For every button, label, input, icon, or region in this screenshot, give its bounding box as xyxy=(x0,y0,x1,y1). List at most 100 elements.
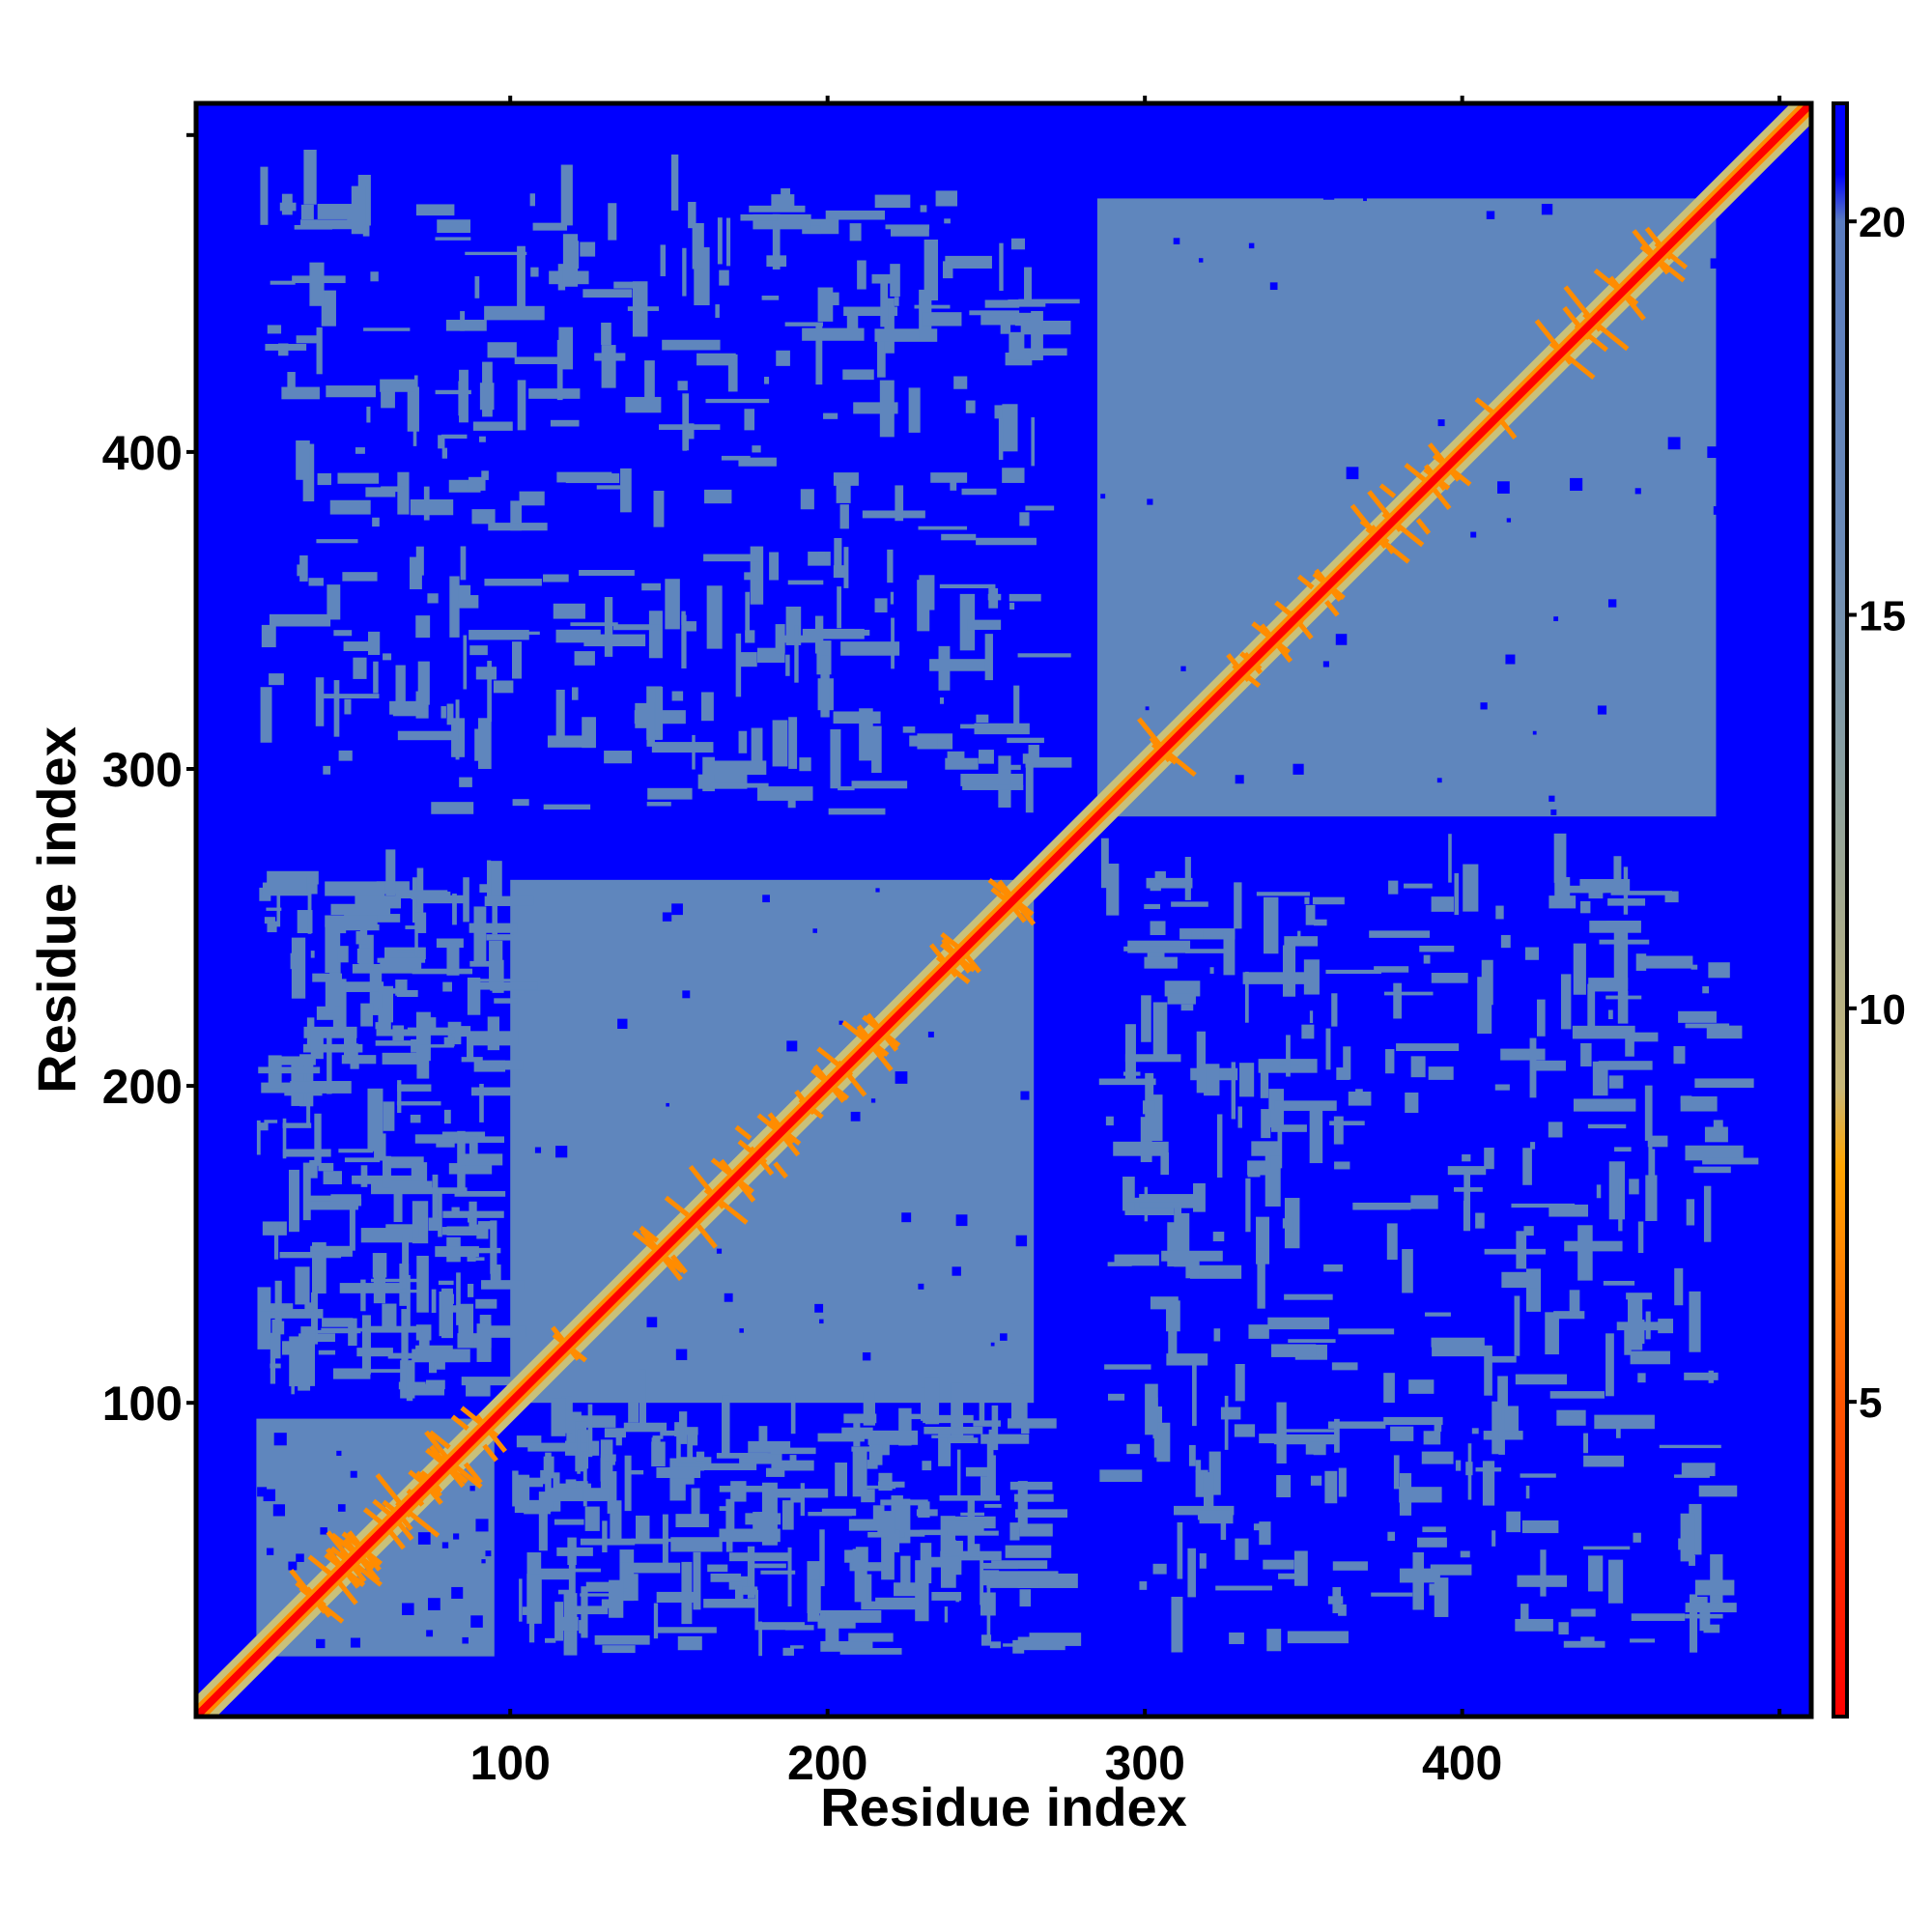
heatmap-cell xyxy=(1383,1416,1443,1426)
contact-streak xyxy=(1296,574,1315,590)
heatmap-cell xyxy=(1541,204,1553,215)
heatmap-cell xyxy=(644,360,655,399)
heatmap-cell xyxy=(442,981,452,992)
heatmap-cell xyxy=(512,799,529,807)
heatmap-cell xyxy=(551,1488,610,1502)
heatmap-cell xyxy=(1523,1226,1534,1236)
heatmap-cell xyxy=(456,1272,461,1325)
heatmap-cell xyxy=(764,377,770,384)
heatmap-cell xyxy=(490,1264,501,1286)
heatmap-cell xyxy=(1144,956,1178,969)
heatmap-cell xyxy=(973,1420,1001,1427)
heatmap-cell xyxy=(1536,999,1546,1037)
heatmap-cell xyxy=(1506,1511,1521,1533)
heatmap-cell xyxy=(1644,1085,1653,1141)
heatmap-cell xyxy=(951,1382,964,1439)
heatmap-cell xyxy=(950,1540,963,1556)
heatmap-cell xyxy=(427,593,439,604)
heatmap-cell xyxy=(646,1317,658,1328)
heatmap-cell xyxy=(446,703,454,725)
heatmap-cell xyxy=(584,1506,600,1531)
heatmap-cell xyxy=(819,1319,824,1324)
heatmap-cell xyxy=(270,1332,276,1384)
heatmap-cell xyxy=(1488,1355,1517,1363)
heatmap-cell xyxy=(1694,1579,1735,1596)
heatmap-cell xyxy=(402,1603,414,1615)
heatmap-cell xyxy=(426,1630,434,1637)
heatmap-cell xyxy=(980,1634,992,1646)
heatmap-cell xyxy=(754,1589,759,1631)
heatmap-cell xyxy=(817,1433,865,1442)
heatmap-cell xyxy=(431,1289,437,1313)
heatmap-cell xyxy=(901,1212,912,1223)
heatmap-cell xyxy=(1287,1631,1349,1644)
heatmap-cell xyxy=(383,1101,395,1131)
heatmap-cell xyxy=(703,554,762,562)
heatmap-cell xyxy=(1009,593,1041,602)
heatmap-cell xyxy=(1371,1592,1413,1597)
heatmap-cell xyxy=(288,1169,299,1233)
heatmap-cell xyxy=(820,1640,873,1652)
heatmap-cell xyxy=(602,1645,636,1654)
heatmap-cell xyxy=(580,1538,636,1546)
heatmap-cell xyxy=(317,472,332,486)
heatmap-cell xyxy=(322,1318,354,1327)
heatmap-cell xyxy=(1025,762,1034,813)
heatmap-cell xyxy=(872,1505,885,1520)
heatmap-cell xyxy=(1125,1197,1184,1203)
heatmap-cell xyxy=(776,350,790,366)
heatmap-cell xyxy=(1013,685,1020,729)
heatmap-cell xyxy=(383,653,392,661)
heatmap-cell xyxy=(1471,1428,1479,1435)
heatmap-cell xyxy=(281,193,293,215)
heatmap-cell xyxy=(446,943,460,976)
heatmap-cell xyxy=(1594,1414,1655,1430)
heatmap-cell xyxy=(481,1280,525,1290)
heatmap-cell xyxy=(316,1638,326,1649)
colorbar-tick-label: 15 xyxy=(1859,593,1906,640)
x-tick-label: 400 xyxy=(1422,1736,1502,1790)
heatmap-cell xyxy=(316,1329,361,1334)
heatmap-cell xyxy=(1553,616,1559,622)
heatmap-cell xyxy=(1017,1636,1065,1651)
heatmap-cell xyxy=(1658,1319,1674,1334)
heatmap-cell xyxy=(974,723,1030,735)
heatmap-cell xyxy=(441,1227,469,1236)
heatmap-cell xyxy=(608,203,617,241)
heatmap-cell xyxy=(1008,1418,1057,1429)
heatmap-cell xyxy=(532,222,568,231)
heatmap-cell xyxy=(269,613,331,627)
heatmap-cell xyxy=(385,849,396,896)
heatmap-cell xyxy=(317,204,357,219)
heatmap-cell xyxy=(815,325,823,385)
heatmap-cell xyxy=(922,312,962,327)
heatmap-cell xyxy=(477,1247,501,1254)
heatmap-cell xyxy=(1569,1290,1580,1313)
heatmap-cell xyxy=(469,960,501,967)
heatmap-cell xyxy=(1234,1424,1256,1437)
heatmap-cell xyxy=(1338,1328,1395,1335)
heatmap-cell xyxy=(1286,1035,1291,1077)
heatmap-cell xyxy=(988,1429,994,1462)
heatmap-cell xyxy=(670,154,679,211)
heatmap-cell xyxy=(1399,1568,1440,1583)
heatmap-cell xyxy=(994,405,1003,419)
heatmap-cell xyxy=(707,1564,728,1573)
heatmap-cell xyxy=(1597,705,1607,715)
heatmap-cell xyxy=(367,1088,384,1151)
heatmap-cell xyxy=(565,1479,577,1494)
heatmap-cell xyxy=(1613,856,1622,890)
heatmap-cell xyxy=(1338,1604,1347,1616)
heatmap-cell xyxy=(695,1463,757,1470)
heatmap-cell xyxy=(348,1318,357,1347)
heatmap-cell xyxy=(574,651,595,666)
heatmap-cell xyxy=(1105,1116,1114,1126)
heatmap-cell xyxy=(1146,877,1193,889)
heatmap-cell xyxy=(435,389,471,395)
heatmap-cell xyxy=(931,1591,962,1601)
heatmap-cell xyxy=(561,1396,573,1434)
heatmap-cell xyxy=(325,915,378,927)
heatmap-cell xyxy=(270,280,296,285)
heatmap-cell xyxy=(510,500,523,531)
heatmap-cell xyxy=(655,1627,717,1634)
